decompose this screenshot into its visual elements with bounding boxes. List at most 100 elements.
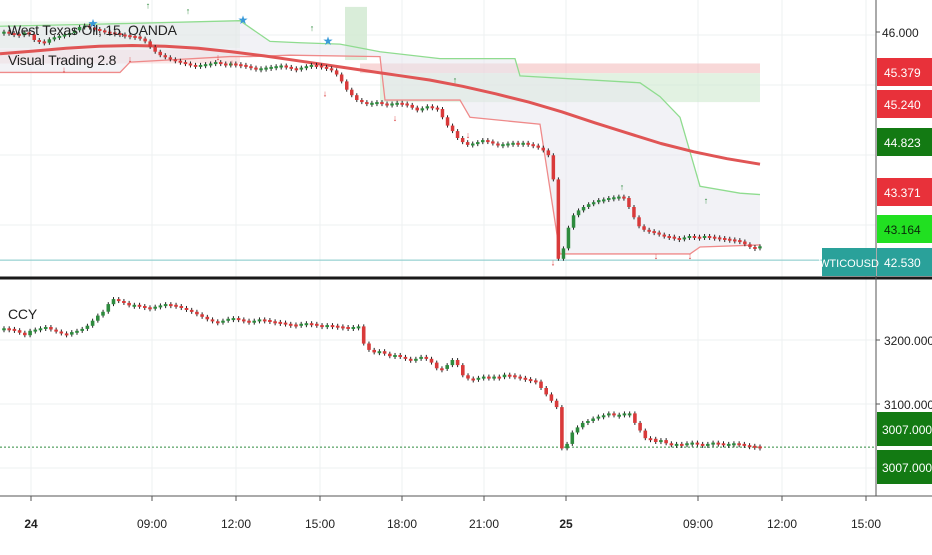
candle-down [546, 150, 551, 156]
candle-down [382, 351, 387, 354]
candle-down [737, 443, 741, 446]
candle-up [481, 376, 486, 379]
buy-arrow-icon: ↑ [310, 23, 315, 33]
candle-up [476, 377, 481, 380]
candle-up [481, 140, 485, 143]
candle-up [682, 237, 687, 240]
candle-down [747, 445, 752, 448]
candle-down [7, 31, 11, 34]
candle-down [289, 66, 293, 69]
candle-down [324, 66, 329, 69]
upper-price-badge [877, 248, 932, 276]
lower-pane-legend[interactable]: CCY [8, 306, 37, 322]
candle-down [435, 107, 440, 110]
x-tick-label: 24 [24, 517, 38, 531]
candle-down [648, 438, 653, 441]
candle-up [395, 102, 399, 105]
candle-up [279, 65, 283, 68]
sell-arrow-icon: ↓ [654, 251, 659, 261]
candle-down [733, 239, 737, 242]
candle-down [637, 217, 641, 227]
candle-up [75, 330, 79, 333]
candle-down [268, 320, 272, 322]
candle-down [531, 144, 535, 147]
candle-up [57, 35, 62, 38]
x-tick-label: 09:00 [137, 517, 167, 531]
indicator-legend[interactable]: Visual Trading 2.8 [8, 52, 117, 68]
upper-price-badge-label: 45.240 [884, 98, 921, 112]
x-tick-label: 15:00 [305, 517, 335, 531]
candle-up [2, 328, 6, 331]
candle-up [471, 143, 475, 146]
candle-up [566, 227, 571, 249]
candle-down [415, 107, 419, 111]
candle-down [627, 198, 631, 207]
upper-price-badge-label: 44.823 [884, 136, 921, 150]
candle-down [429, 358, 434, 363]
candle-up [28, 330, 32, 336]
candle-down [405, 103, 409, 106]
x-tick-label: 21:00 [469, 517, 499, 531]
candle-up [706, 443, 710, 446]
candle-down [309, 323, 314, 326]
sell-arrow-icon: ↓ [551, 258, 556, 268]
candle-down [496, 143, 500, 146]
candle-down [471, 378, 475, 381]
price-axis: 46.000 45.379 45.240 44.823 43.371 43.164 42.5… [0, 0, 932, 497]
candle-up [269, 66, 273, 69]
candle-down [174, 304, 178, 307]
candle-down [350, 89, 354, 96]
buy-arrow-icon: ↑ [704, 196, 709, 206]
candle-up [565, 443, 569, 449]
candle-up [617, 196, 621, 199]
candle-up [111, 299, 116, 305]
symbol-badge [822, 248, 876, 276]
candle-down [87, 25, 92, 28]
candle-up [501, 144, 505, 147]
candle-up [70, 332, 74, 335]
candle-down [440, 109, 445, 118]
buy-arrow-icon: ↑ [186, 6, 191, 16]
candle-down [195, 311, 199, 315]
sell-arrow-icon: ↓ [62, 64, 67, 74]
candle-down [455, 131, 460, 138]
candle-up [591, 202, 596, 205]
candle-up [106, 304, 111, 312]
candle-up [62, 34, 67, 37]
candle-up [52, 37, 57, 40]
candle-down [179, 306, 184, 308]
candle-down [707, 236, 712, 238]
candle-down [184, 308, 189, 310]
candle-up [274, 66, 278, 69]
candle-up [602, 199, 606, 202]
symbol-legend[interactable]: West Texas Oil, 15, OANDA [8, 22, 177, 38]
candle-down [669, 443, 674, 446]
candle-down [334, 70, 339, 75]
candle-down [153, 46, 157, 52]
candle-down [664, 440, 668, 444]
candle-down [183, 62, 188, 65]
candle-down [315, 323, 319, 326]
candle-up [521, 142, 525, 145]
lower-candles [2, 297, 762, 451]
candle-down [193, 64, 198, 67]
candle-down [460, 138, 465, 143]
lower-y-tick-label: 3100.0000 [884, 398, 932, 412]
sell-arrow-icon: ↓ [688, 251, 693, 261]
candle-down [430, 106, 435, 109]
candle-up [591, 418, 595, 421]
candle-down [536, 145, 540, 148]
candle-down [534, 380, 538, 383]
candle-down [667, 236, 671, 238]
candle-up [198, 64, 203, 67]
lower-price-badge [877, 412, 932, 446]
candle-down [188, 63, 193, 66]
candle-up [612, 197, 616, 200]
x-tick-label: 12:00 [221, 517, 251, 531]
candle-up [67, 33, 72, 36]
upper-indicator-zones [0, 6, 761, 255]
candle-down [205, 316, 210, 320]
candle-down [455, 360, 460, 366]
candle-up [570, 432, 575, 444]
candle-up [304, 66, 309, 69]
